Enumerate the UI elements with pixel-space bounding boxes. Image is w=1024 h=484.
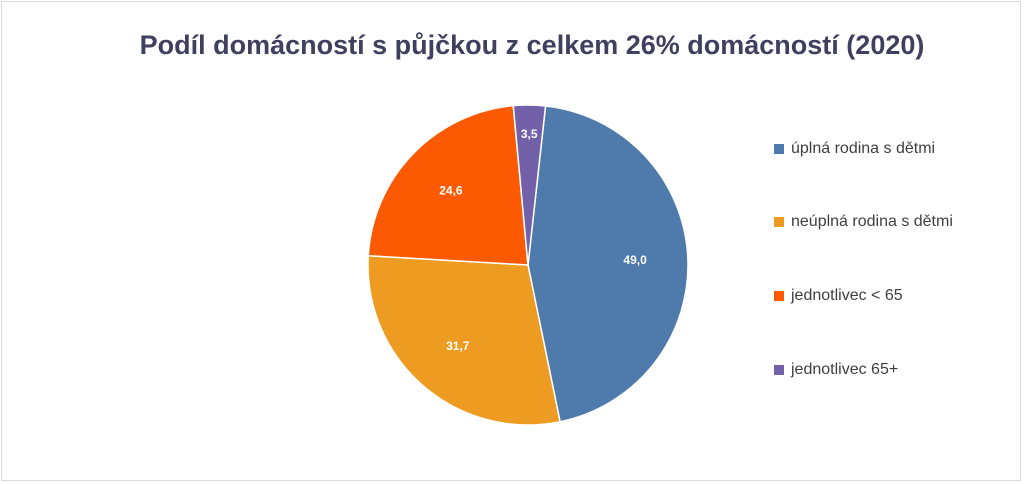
chart-title: Podíl domácností s půjčkou z celkem 26% …: [139, 30, 925, 60]
pie-slices: [367, 104, 689, 426]
legend-swatch: [774, 144, 784, 154]
legend-item: jednotlivec < 65: [774, 287, 903, 305]
legend-label: úplná rodina s dětmi: [791, 140, 936, 157]
pie-data-label: 31,7: [446, 339, 470, 353]
pie-slice: [367, 254, 561, 426]
legend-swatch: [774, 291, 784, 301]
legend-label: neúplná rodina s dětmi: [791, 213, 953, 230]
pie-data-label: 24,6: [439, 184, 463, 198]
pie-slice: [512, 104, 547, 266]
legend-swatch: [774, 217, 784, 227]
legend-item: jednotlivec 65+: [774, 361, 898, 379]
pie-labels: 49,0 31,7 24,6 3,5: [439, 127, 647, 353]
legend-swatch: [774, 365, 784, 375]
legend-label: jednotlivec 65+: [791, 361, 899, 378]
pie-slice: [527, 105, 689, 423]
pie-slice: [367, 104, 529, 266]
pie-data-label: 3,5: [521, 127, 538, 141]
pie-data-label: 49,0: [623, 253, 647, 267]
legend-item: úplná rodina s dětmi: [774, 140, 935, 158]
legend-item: neúplná rodina s dětmi: [774, 213, 953, 231]
legend-label: jednotlivec < 65: [791, 287, 903, 304]
